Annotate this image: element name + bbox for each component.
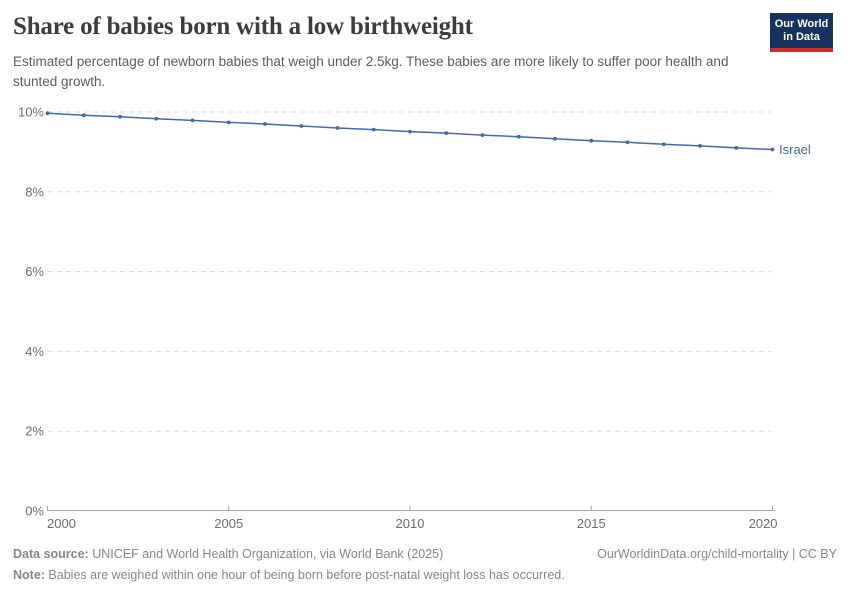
y-tick-label: 8% (25, 184, 44, 199)
data-point (335, 126, 340, 130)
chart-footer: Data source: UNICEF and World Health Org… (13, 547, 837, 561)
data-point (734, 146, 739, 150)
data-point (661, 142, 666, 147)
data-point (625, 140, 630, 145)
chart-title: Share of babies born with a low birthwei… (13, 13, 473, 40)
data-point (408, 129, 412, 134)
y-tick-label: 6% (25, 264, 44, 279)
owid-logo-line2: in Data (783, 31, 820, 43)
x-tick-label: 2000 (47, 516, 76, 531)
y-tick-label: 0% (25, 504, 44, 519)
data-point (263, 122, 267, 126)
footer-attribution-link[interactable]: OurWorldinData.org/child-mortality | CC … (597, 547, 837, 561)
footer-note-label: Note: (13, 568, 45, 582)
footer-datasource-text: UNICEF and World Health Organization, vi… (88, 547, 444, 561)
data-point (226, 120, 231, 125)
footer-note: Note: Babies are weighed within one hour… (13, 568, 565, 582)
chart-subtitle: Estimated percentage of newborn babies t… (13, 54, 729, 89)
y-tick-label: 2% (25, 424, 44, 439)
owid-logo[interactable]: Our World in Data (770, 13, 833, 52)
data-point (516, 134, 521, 139)
data-point (81, 113, 86, 118)
data-point (589, 138, 594, 143)
y-tick-label: 10% (18, 105, 44, 120)
data-point (118, 114, 122, 119)
data-point (299, 124, 304, 128)
data-point (444, 131, 449, 136)
data-point (154, 116, 159, 121)
data-point (553, 136, 557, 141)
y-tick-label: 4% (25, 344, 44, 359)
data-point (190, 118, 195, 123)
footer-datasource-label: Data source: (13, 547, 89, 561)
data-point (45, 111, 50, 116)
data-point (480, 133, 485, 138)
owid-logo-line1: Our World (774, 18, 829, 30)
x-tick-label: 2005 (214, 516, 243, 531)
data-point (698, 144, 702, 148)
footer-note-text: Babies are weighed within one hour of be… (44, 568, 565, 582)
x-tick-label: 2020 (749, 516, 778, 531)
footer-datasource: Data source: UNICEF and World Health Org… (13, 547, 443, 561)
x-tick-label: 2015 (577, 516, 606, 531)
data-point (371, 127, 376, 132)
series-label-israel: Israel (779, 142, 811, 157)
x-tick-label: 2010 (396, 516, 425, 531)
data-point (770, 147, 775, 152)
